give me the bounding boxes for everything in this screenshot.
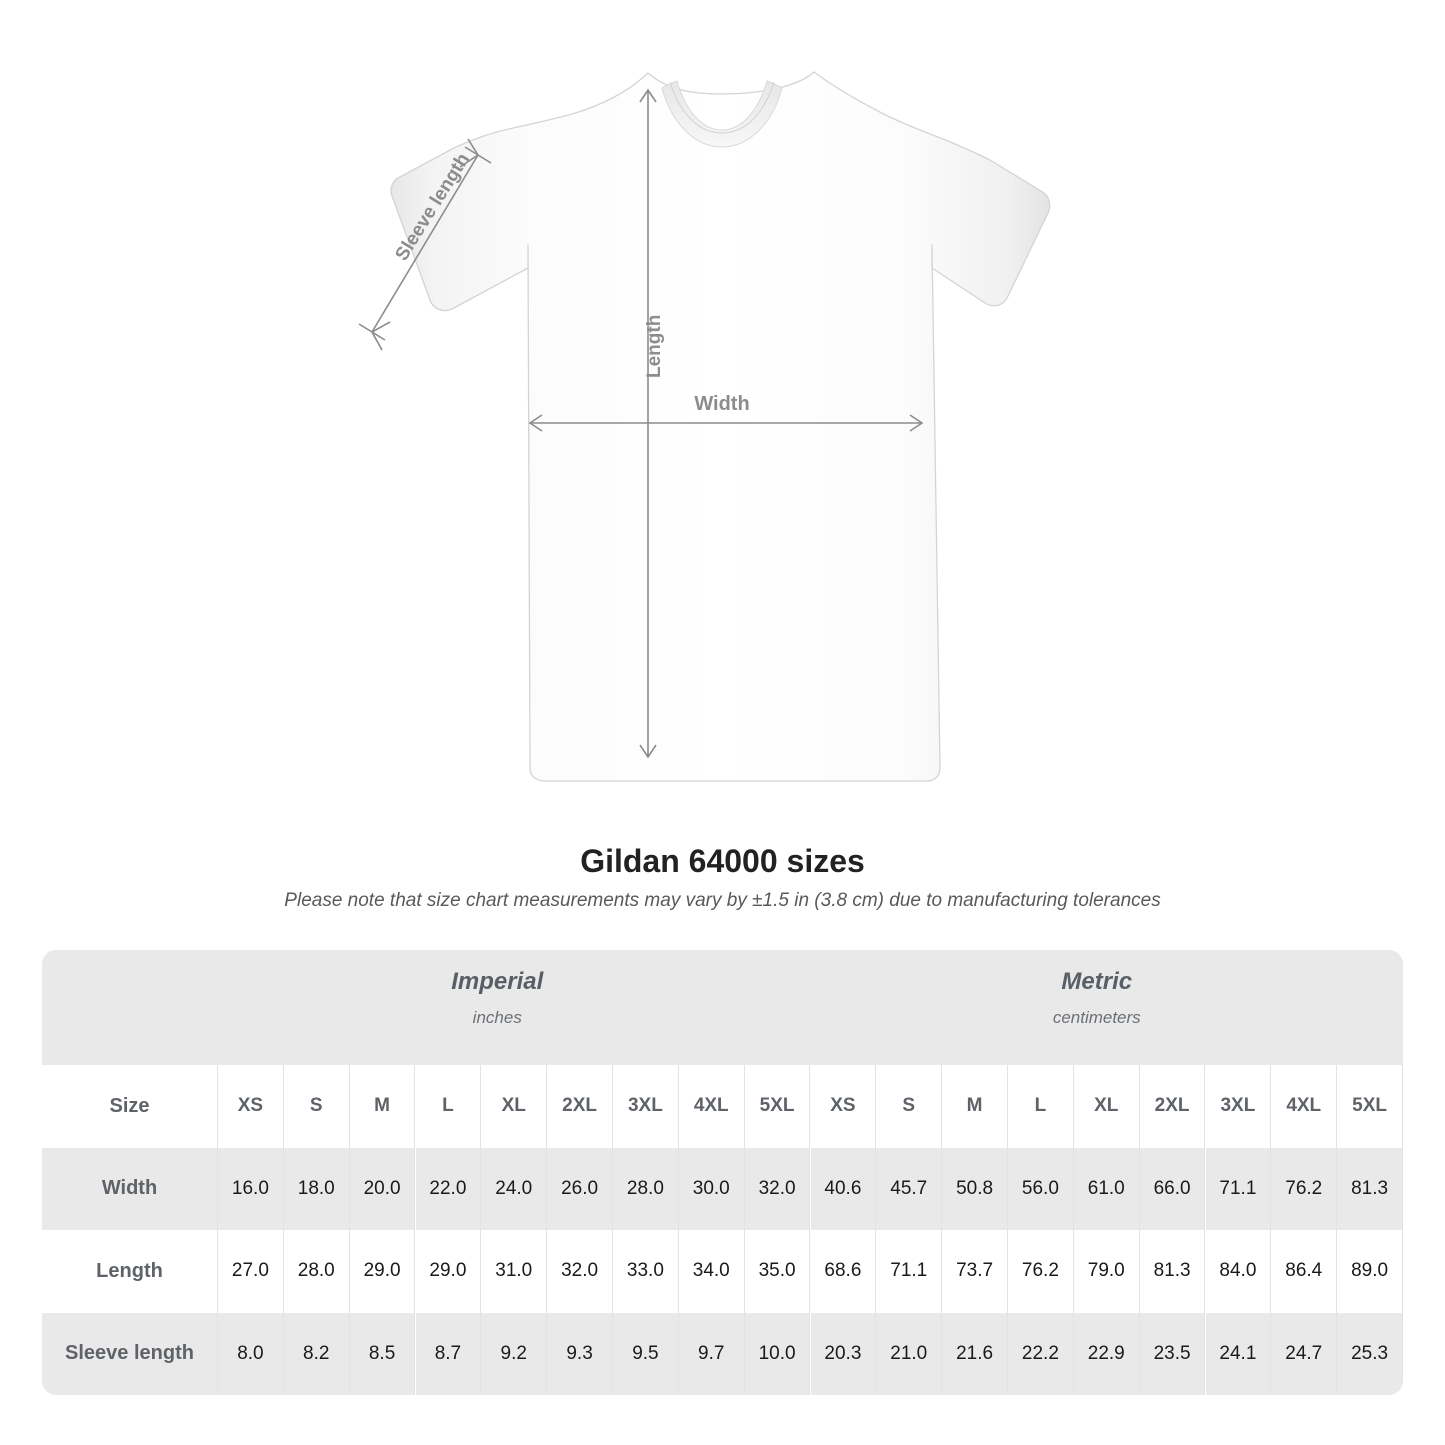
svg-text:Length: Length <box>644 315 665 378</box>
svg-text:Width: Width <box>694 393 749 415</box>
